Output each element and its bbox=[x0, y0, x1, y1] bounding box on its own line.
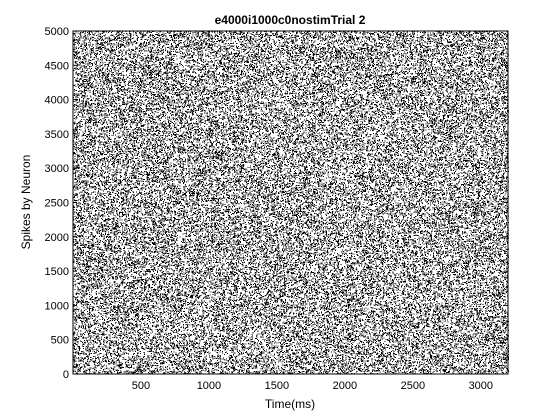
x-tick-label: 2000 bbox=[333, 380, 357, 392]
x-tick-label: 1500 bbox=[265, 380, 289, 392]
x-axis-ticks: 500 1000 1500 2000 2500 3000 bbox=[132, 31, 493, 392]
y-axis-ticks: 0 500 1000 1500 2000 2500 3000 3500 4000 4500 5000 bbox=[45, 26, 508, 381]
y-tick-label: 4000 bbox=[45, 95, 69, 107]
x-tick-label: 1000 bbox=[197, 380, 221, 392]
y-tick-label: 2000 bbox=[45, 232, 69, 244]
x-tick-label: 2500 bbox=[401, 380, 425, 392]
plot-area bbox=[73, 30, 509, 375]
y-tick-label: 4500 bbox=[45, 60, 69, 72]
y-tick-label: 500 bbox=[51, 335, 69, 347]
y-tick-label: 5000 bbox=[45, 26, 69, 38]
spike-events bbox=[73, 30, 509, 375]
x-tick-label: 500 bbox=[132, 380, 150, 392]
y-tick-label: 2500 bbox=[45, 198, 69, 210]
y-tick-label: 3500 bbox=[45, 129, 69, 141]
y-tick-label: 3000 bbox=[45, 163, 69, 175]
y-axis-title: Spikes by Neuron bbox=[19, 155, 33, 250]
chart-title: e4000i1000c0nostimTrial 2 bbox=[215, 13, 366, 27]
y-tick-label: 1500 bbox=[45, 266, 69, 278]
x-tick-label: 3000 bbox=[469, 380, 493, 392]
x-axis-title: Time(ms) bbox=[265, 397, 315, 411]
y-tick-label: 0 bbox=[63, 369, 69, 381]
y-tick-label: 1000 bbox=[45, 300, 69, 312]
